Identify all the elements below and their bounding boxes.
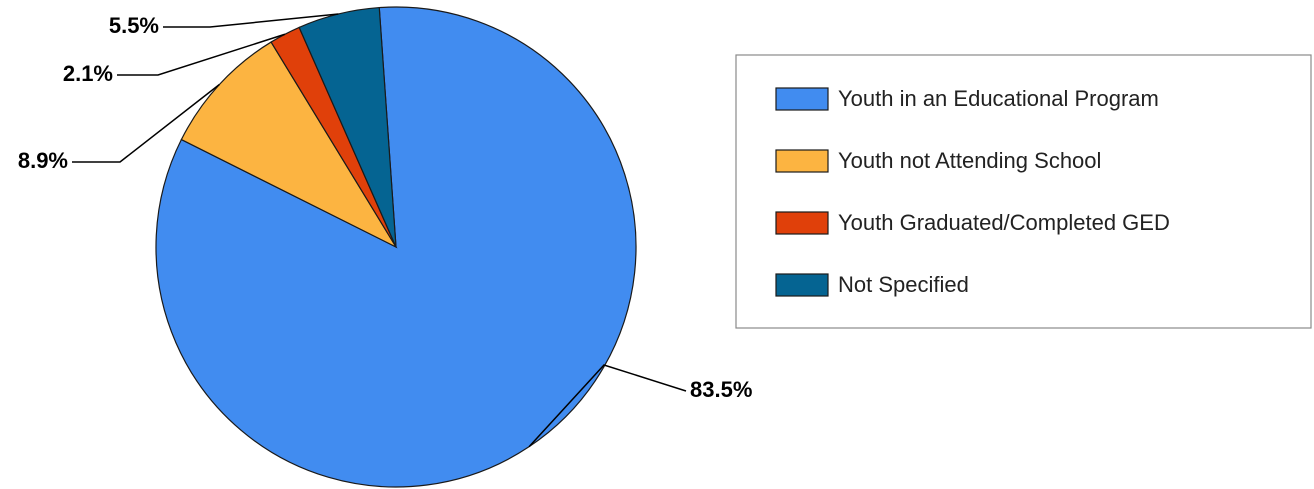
legend-box (735, 54, 1312, 329)
leader-line-not-specified (163, 13, 339, 28)
legend-label-youth-graduated-completed-ged: Youth Graduated/Completed GED (838, 210, 1170, 235)
legend-label-youth-in-an-educational-program: Youth in an Educational Program (838, 86, 1159, 111)
pie-slice-not-specified (298, 6, 397, 248)
data-label-youth-in-an-educational-program: 83.5% (690, 377, 752, 402)
legend-swatch-youth-not-attending-school (775, 149, 829, 173)
data-label-not-specified: 5.5% (109, 13, 159, 38)
legend-swatch-not-specified (775, 273, 829, 297)
legend-label-not-specified: Not Specified (838, 272, 969, 297)
leader-lines (72, 13, 687, 448)
pie-slice-youth-not-attending-school (180, 41, 398, 249)
legend: Youth in an Educational Program Youth not… (735, 54, 1312, 329)
legend-swatch-youth-in-an-educational-program (775, 87, 829, 111)
data-labels: 83.5% 8.9% 2.1% 5.5% (18, 13, 753, 402)
leader-line-youth-not-attending-school (72, 83, 220, 163)
data-label-youth-not-attending-school: 8.9% (18, 148, 68, 173)
legend-swatch-youth-graduated-completed-ged (775, 211, 829, 235)
legend-label-youth-not-attending-school: Youth not Attending School (838, 148, 1101, 173)
leader-line-youth-graduated-completed-ged (117, 33, 286, 76)
pie-slices (155, 6, 637, 488)
leader-line-youth-in-an-educational-program (528, 364, 687, 448)
data-label-youth-graduated-completed-ged: 2.1% (63, 61, 113, 86)
